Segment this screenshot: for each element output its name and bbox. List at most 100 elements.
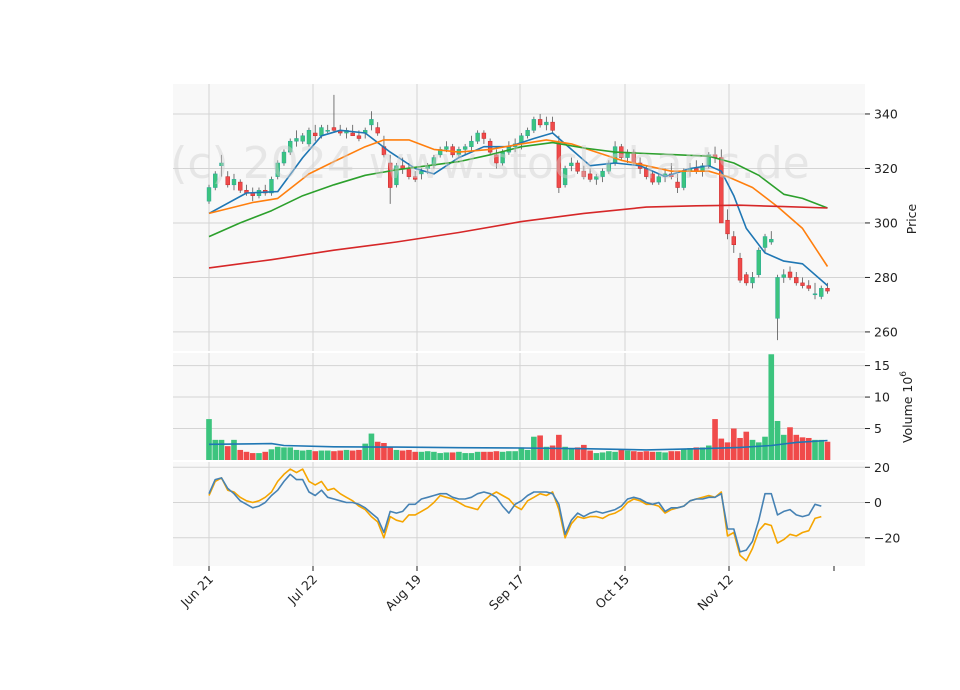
volume-bar	[224, 446, 231, 460]
volume-bar	[418, 451, 425, 460]
watermark: (c) 2024 www.stockcharts.de	[170, 138, 809, 189]
candle-body	[269, 179, 274, 194]
volume-bar	[574, 447, 581, 460]
panel-background	[173, 84, 865, 351]
volume-bar	[818, 439, 825, 460]
candle-body	[288, 140, 293, 153]
volume-bar	[449, 452, 456, 460]
volume-bar	[543, 446, 550, 460]
candle-body	[350, 132, 355, 137]
volume-bar	[793, 434, 800, 460]
candle-body	[825, 288, 830, 292]
volume-bar	[712, 419, 718, 460]
volume-bar	[518, 447, 525, 460]
volume-bar	[674, 451, 681, 460]
y-tick-label: 20	[874, 460, 890, 475]
indicator-line	[208, 468, 822, 562]
candle-body	[412, 176, 418, 180]
volume-bar	[631, 451, 637, 460]
candle-body	[231, 179, 237, 186]
volume-bar	[481, 451, 487, 460]
volume-bar	[493, 451, 500, 460]
volume-bar	[649, 451, 656, 460]
candle-body	[394, 165, 399, 186]
volume-bar	[362, 443, 368, 460]
volume-bar	[662, 452, 668, 460]
candle-body	[369, 119, 374, 126]
candle-body	[531, 119, 537, 131]
y-tick-label: 5	[874, 421, 882, 436]
volume-bar	[506, 451, 512, 460]
candle-body	[737, 258, 743, 281]
candle-body	[356, 135, 362, 139]
price-axis-label: Price	[904, 203, 919, 234]
volume-bar	[693, 447, 700, 460]
volume-bar	[799, 437, 806, 460]
candle-body	[544, 121, 549, 126]
candle-body	[550, 121, 555, 131]
candle-body	[744, 274, 749, 284]
volume-bar	[312, 451, 319, 460]
candle-body	[325, 130, 330, 132]
volume-average-line	[208, 439, 828, 451]
volume-bar	[780, 434, 787, 460]
y-tick-label: 10	[874, 390, 890, 405]
candle-body	[731, 236, 736, 245]
candle-body	[375, 127, 380, 134]
candle-body	[650, 173, 655, 183]
volume-bar	[274, 446, 281, 460]
volume-bar	[755, 442, 762, 460]
volume-bar	[324, 450, 331, 460]
candle-body	[756, 249, 761, 275]
volume-bar	[443, 452, 450, 460]
candle-body	[819, 288, 824, 297]
indicator-panel: 20 0 −20	[173, 460, 900, 566]
volume-bar	[618, 449, 625, 460]
y-tick-label: 340	[874, 106, 898, 121]
candle-body	[575, 162, 580, 172]
volume-bar	[637, 451, 643, 460]
volume-bar	[805, 437, 812, 460]
candle-body	[475, 132, 480, 142]
candle-body	[762, 236, 768, 248]
volume-bar	[206, 419, 212, 460]
volume-bar	[705, 445, 712, 460]
volume-bar	[749, 439, 756, 460]
y-tick-label: 260	[874, 324, 898, 339]
candle-body	[306, 130, 312, 145]
volume-panel: 5 10 15	[173, 353, 890, 460]
moving-average-line	[208, 129, 829, 287]
volume-bar	[624, 450, 631, 460]
volume-bar	[824, 441, 831, 460]
candle-body	[525, 130, 530, 137]
volume-bar	[231, 439, 237, 460]
volume-bar	[474, 451, 481, 460]
candle-body	[219, 162, 224, 166]
candle-body	[794, 277, 799, 284]
volume-bar	[412, 451, 418, 460]
volume-bar	[337, 450, 344, 460]
volume-bar	[699, 447, 706, 460]
volume-bar	[593, 453, 600, 460]
volume-bar	[512, 451, 518, 460]
candle-body	[419, 170, 424, 175]
panel-background	[173, 462, 865, 566]
candle-body	[781, 274, 786, 278]
candle-body	[787, 271, 793, 278]
volume-bar	[737, 437, 743, 460]
candle-body	[769, 239, 774, 243]
candle-body	[313, 132, 318, 137]
candle-body	[806, 285, 811, 289]
candle-body	[775, 277, 780, 319]
volume-bar	[643, 451, 650, 460]
volume-bar	[318, 450, 325, 460]
volume-bar	[399, 450, 406, 460]
volume-bar	[393, 449, 400, 460]
candle-body	[725, 219, 730, 235]
volume-bar	[762, 436, 768, 460]
volume-bar	[281, 447, 287, 460]
volume-bar	[487, 451, 493, 460]
candle-body	[812, 293, 818, 296]
x-tick-label: Oct 15	[592, 572, 632, 612]
